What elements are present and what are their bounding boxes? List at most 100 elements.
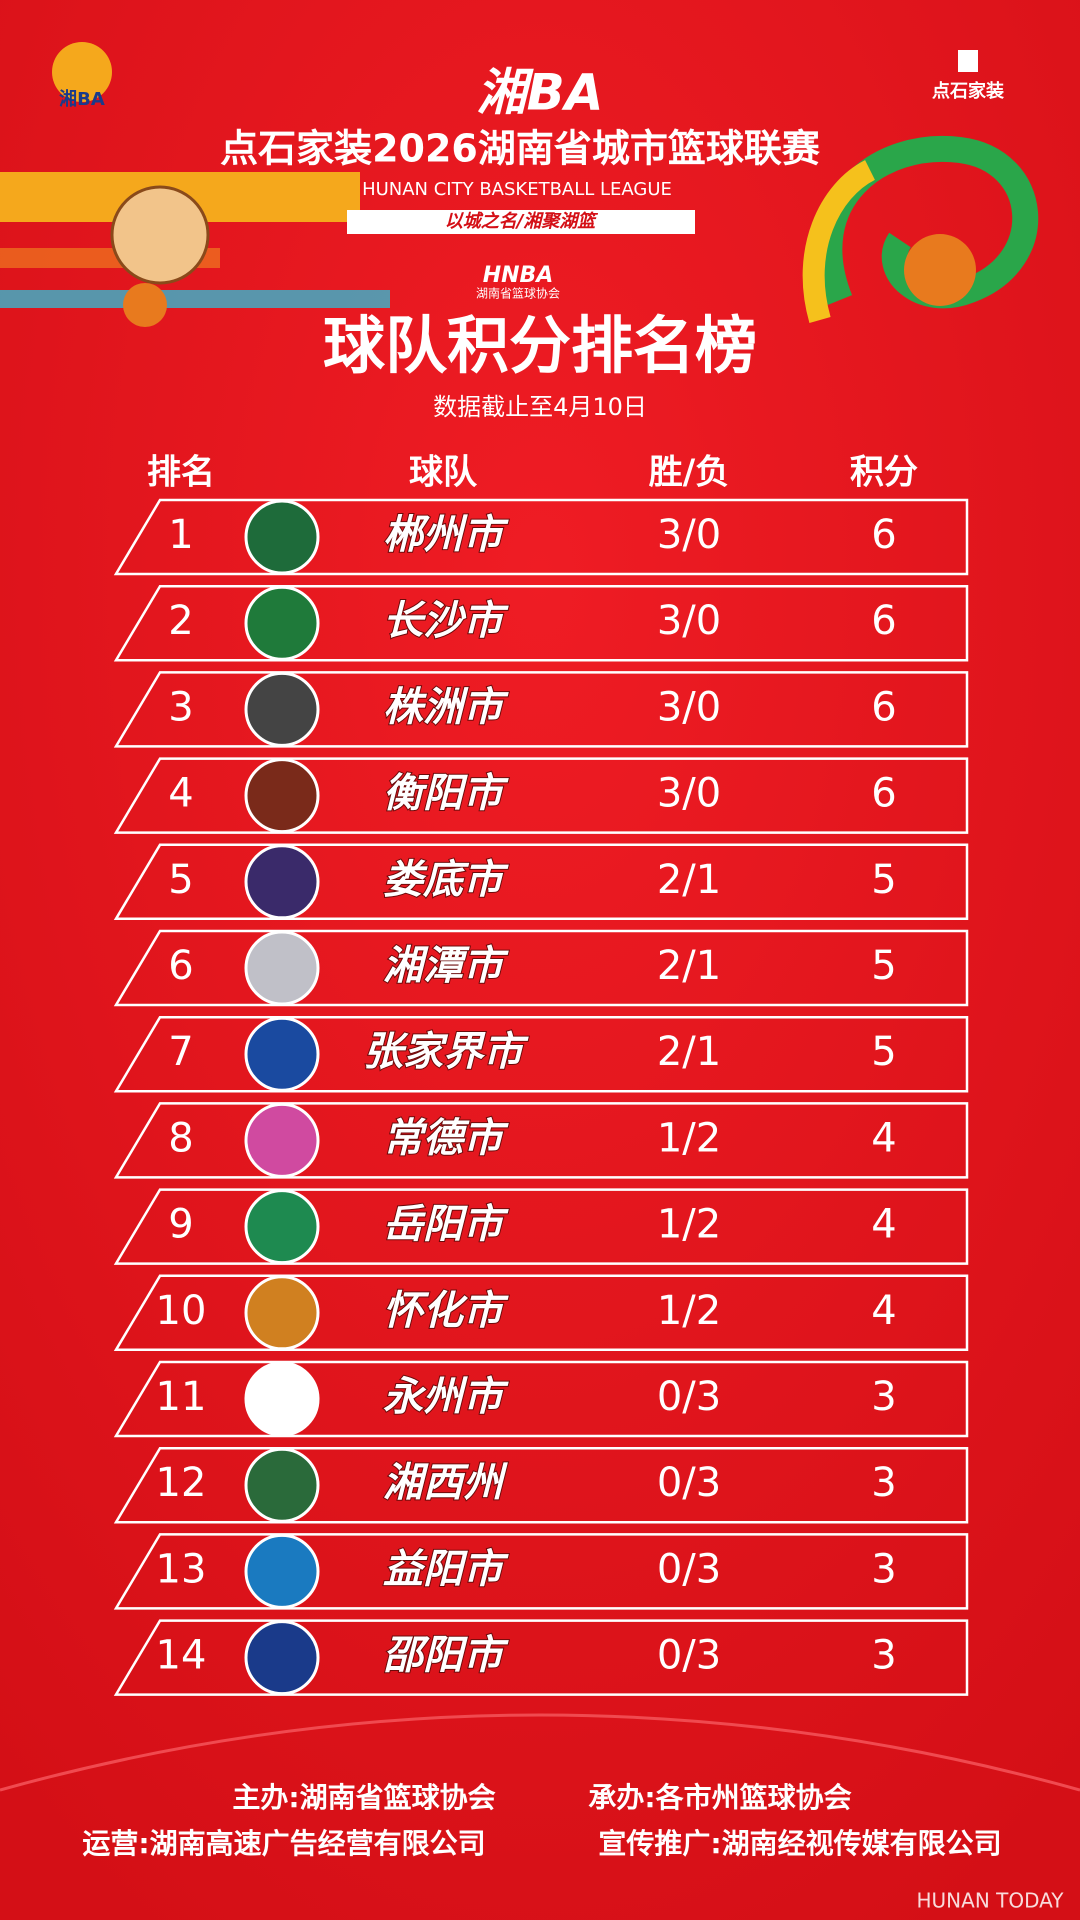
- row-frame: [113, 843, 969, 921]
- rank: 6: [168, 943, 193, 989]
- rank: 2: [168, 598, 193, 644]
- row-frame: [113, 1274, 969, 1352]
- team-logo: [244, 1533, 320, 1609]
- record: 0/3: [657, 1546, 721, 1592]
- team-logo: [244, 499, 320, 575]
- team-logo: [244, 1102, 320, 1178]
- team-logo: [244, 758, 320, 834]
- row-frame: [113, 1533, 969, 1610]
- standings-table: 排名 球队 胜/负 积分 1 郴州市 3/0 6 2 长沙市 3/0 6 3 株洲市 3/0 6 4 衡阳市 3/0…: [113, 453, 969, 1696]
- record: 3/0: [657, 598, 721, 644]
- rank: 12: [156, 1460, 207, 1506]
- team-name: 永州市: [383, 1374, 509, 1420]
- team-logo: [244, 1361, 320, 1437]
- record: 2/1: [657, 943, 721, 989]
- points: 3: [871, 1374, 896, 1420]
- record: 0/3: [657, 1460, 721, 1506]
- subtitle-en: HUNAN CITY BASKETBALL LEAGUE: [362, 179, 672, 200]
- rank: 3: [168, 684, 193, 730]
- points: 3: [871, 1546, 896, 1592]
- rank: 7: [168, 1029, 193, 1075]
- points: 5: [871, 943, 896, 989]
- team-name: 岳阳市: [383, 1202, 509, 1248]
- points: 3: [871, 1460, 896, 1506]
- row-frame: [113, 1446, 969, 1524]
- sponsor: 点石家装: [932, 80, 1004, 102]
- record: 3/0: [657, 512, 721, 558]
- row-frame: [113, 1015, 969, 1093]
- sponsor-icon: [958, 50, 978, 72]
- footer-operator: 运营:湖南高速广告经营有限公司: [82, 1827, 485, 1860]
- column-header: 积分: [850, 453, 918, 493]
- team-name: 常德市: [383, 1115, 509, 1161]
- rank: 13: [156, 1546, 207, 1592]
- row-frame: [113, 671, 969, 748]
- corner-logo-icon: [52, 42, 112, 102]
- team-logo: [244, 1275, 320, 1351]
- record: 2/1: [657, 857, 721, 903]
- team-name: 娄底市: [383, 857, 509, 903]
- record: 2/1: [657, 1029, 721, 1075]
- slogan: 以城之名/湘聚湖篮: [445, 211, 599, 232]
- record: 0/3: [657, 1633, 721, 1679]
- points: 6: [871, 684, 896, 730]
- team-logo: [244, 930, 320, 1006]
- team-logo: [244, 1016, 320, 1092]
- team-name: 湘西州: [383, 1460, 508, 1506]
- row-frame: [113, 584, 969, 662]
- footer-organizer: 承办:各市州篮球协会: [588, 1781, 851, 1814]
- brand: 湘BA: [477, 64, 604, 122]
- title: 点石家装2026湖南省城市篮球联赛: [220, 127, 821, 171]
- record: 1/2: [657, 1202, 721, 1248]
- points: 6: [871, 512, 896, 558]
- team-name: 湘潭市: [383, 943, 509, 989]
- rank: 11: [156, 1374, 207, 1420]
- decor-logo: [802, 160, 876, 324]
- points: 5: [871, 857, 896, 903]
- points: 4: [871, 1115, 896, 1161]
- rank: 1: [168, 512, 193, 558]
- column-header: 球队: [409, 453, 478, 493]
- row-frame: [113, 498, 969, 576]
- team-name: 长沙市: [383, 598, 509, 644]
- record: 1/2: [657, 1115, 721, 1161]
- stripe: [0, 290, 390, 308]
- points: 4: [871, 1288, 896, 1334]
- record: 0/3: [657, 1374, 721, 1420]
- team-name: 邵阳市: [383, 1633, 509, 1679]
- team-logo: [244, 844, 320, 920]
- team-logo: [244, 585, 320, 661]
- rank: 8: [168, 1115, 193, 1161]
- points: 5: [871, 1029, 896, 1075]
- record: 3/0: [657, 684, 721, 730]
- row-frame: [113, 1102, 969, 1179]
- board-title: 球队积分排名榜: [323, 309, 757, 382]
- team-name: 衡阳市: [383, 771, 509, 817]
- court-line: [0, 1713, 1080, 1792]
- footer-host: 主办:湖南省篮球协会: [232, 1781, 495, 1814]
- record: 1/2: [657, 1288, 721, 1334]
- mascot-ball: [123, 283, 167, 327]
- row-frame: [113, 1619, 969, 1696]
- points: 4: [871, 1202, 896, 1248]
- rank: 4: [168, 771, 193, 817]
- team-logo: [244, 1447, 320, 1523]
- slogan-box: [347, 210, 695, 234]
- decor-ball: [904, 234, 976, 306]
- column-header: 排名: [147, 453, 215, 493]
- corner-logo: 湘BA: [59, 88, 105, 110]
- association: 湖南省篮球协会: [476, 286, 560, 301]
- team-name: 怀化市: [383, 1288, 509, 1334]
- team-logo: [244, 1620, 320, 1696]
- rank: 9: [168, 1202, 193, 1248]
- association-logo: HNBA: [483, 263, 554, 288]
- team-logo: [244, 671, 320, 747]
- rank: 10: [156, 1288, 207, 1334]
- row-frame: [113, 1188, 969, 1265]
- row-frame: [113, 929, 969, 1007]
- watermark: HUNAN TODAY: [917, 1889, 1065, 1913]
- team-name: 益阳市: [383, 1546, 509, 1592]
- row-frame: [113, 757, 969, 834]
